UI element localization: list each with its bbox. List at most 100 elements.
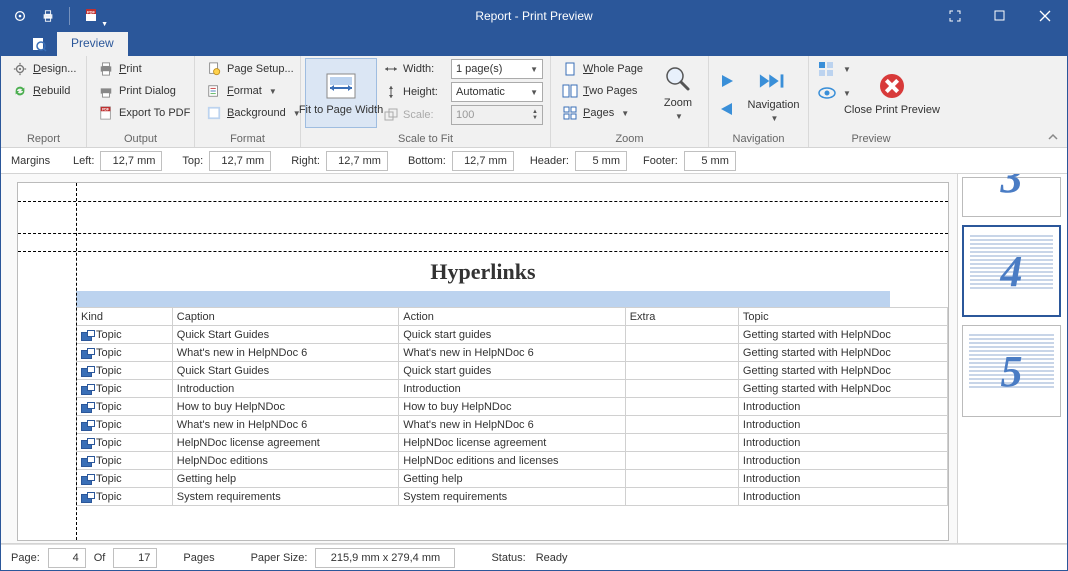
- format-button[interactable]: Format ▼: [199, 80, 296, 102]
- margin-top-input[interactable]: 12,7 mm: [209, 151, 271, 171]
- page-setup-button[interactable]: Page Setup...: [199, 58, 296, 80]
- height-input[interactable]: Automatic▼: [451, 82, 543, 102]
- margin-top-label: Top:: [182, 155, 203, 167]
- margin-header-input[interactable]: 5 mm: [575, 151, 627, 171]
- play-back-icon: [718, 100, 736, 118]
- table-cell: Topic: [77, 416, 173, 434]
- export-pdf-button[interactable]: PDF Export To PDF: [91, 102, 190, 124]
- margin-footer-input[interactable]: 5 mm: [684, 151, 736, 171]
- format-label: Format: [227, 85, 262, 97]
- zoom-button[interactable]: Zoom▼: [654, 58, 702, 128]
- nav-prev-button[interactable]: [713, 97, 741, 121]
- margin-left-label: Left:: [73, 155, 94, 167]
- margin-footer-label: Footer:: [643, 155, 678, 167]
- table-cell: Introduction: [172, 380, 398, 398]
- topic-icon: [81, 366, 93, 376]
- table-cell: Introduction: [738, 398, 947, 416]
- topic-icon: [81, 402, 93, 412]
- page-canvas[interactable]: Hyperlinks KindCaptionActionExtraTopic T…: [1, 174, 957, 543]
- margin-bottom-label: Bottom:: [408, 155, 446, 167]
- two-pages-button[interactable]: Two Pages: [555, 80, 650, 102]
- view-button[interactable]: ▼: [813, 84, 856, 102]
- scale-input: 100▲▼: [451, 105, 543, 125]
- chevron-down-icon: ▼: [621, 109, 629, 118]
- width-icon: [383, 61, 399, 77]
- two-pages-label: Two Pages: [583, 85, 637, 97]
- group-label-output: Output: [91, 132, 190, 147]
- margin-bottom-input[interactable]: 12,7 mm: [452, 151, 514, 171]
- margin-right-input[interactable]: 12,7 mm: [326, 151, 388, 171]
- thumbnails-panel[interactable]: 3 4 5: [957, 174, 1067, 543]
- status-page-label: Page:: [11, 552, 40, 564]
- thumbnails-button[interactable]: ▼: [813, 58, 856, 80]
- margin-right-label: Right:: [291, 155, 320, 167]
- zoom-label: Zoom▼: [664, 97, 692, 122]
- svg-text:PDF: PDF: [102, 108, 110, 112]
- thumbnail-page[interactable]: 4: [962, 225, 1061, 317]
- table-cell: Getting started with HelpNDoc: [738, 344, 947, 362]
- nav-next-button[interactable]: [713, 69, 741, 93]
- print-dialog-button[interactable]: Print Dialog: [91, 80, 190, 102]
- fit-width-icon: [325, 70, 357, 102]
- group-label-zoom: Zoom: [555, 132, 704, 147]
- table-row: TopicIntroductionIntroductionGetting sta…: [77, 380, 948, 398]
- topic-icon: [81, 474, 93, 484]
- ribbon: Design... Rebuild Report Print: [1, 56, 1067, 148]
- table-cell: Introduction: [738, 488, 947, 506]
- fit-page-width-button[interactable]: Fit to Page Width: [305, 58, 377, 128]
- height-label: Height:: [403, 86, 447, 98]
- table-cell: Getting help: [172, 470, 398, 488]
- width-input[interactable]: 1 page(s)▼: [451, 59, 543, 79]
- table-cell: Getting started with HelpNDoc: [738, 326, 947, 344]
- table-header: Kind: [77, 308, 173, 326]
- table-cell: [625, 452, 738, 470]
- table-cell: What's new in HelpNDoc 6: [172, 344, 398, 362]
- qat-print-icon[interactable]: [37, 7, 59, 25]
- fullscreen-button[interactable]: [932, 1, 977, 30]
- close-button[interactable]: [1022, 1, 1067, 30]
- table-cell: Topic: [77, 452, 173, 470]
- table-cell: Quick start guides: [399, 362, 625, 380]
- window-title: Report - Print Preview: [1, 9, 1067, 23]
- table-cell: Introduction: [399, 380, 625, 398]
- format-icon: [206, 83, 222, 99]
- table-cell: HelpNDoc editions and licenses: [399, 452, 625, 470]
- topic-icon: [81, 456, 93, 466]
- table-cell: Quick Start Guides: [172, 362, 398, 380]
- table-cell: What's new in HelpNDoc 6: [399, 416, 625, 434]
- status-pages-label: Pages: [183, 552, 214, 564]
- table-cell: [625, 326, 738, 344]
- rebuild-button[interactable]: Rebuild: [5, 80, 82, 102]
- margin-left-input[interactable]: 12,7 mm: [100, 151, 162, 171]
- table-cell: What's new in HelpNDoc 6: [399, 344, 625, 362]
- background-button[interactable]: Background ▼: [199, 102, 296, 124]
- group-label-report: Report: [5, 132, 82, 147]
- table-cell: What's new in HelpNDoc 6: [172, 416, 398, 434]
- collapse-ribbon-icon[interactable]: [1047, 131, 1059, 143]
- status-status-label: Status:: [491, 552, 525, 564]
- status-page-input[interactable]: 4: [48, 548, 86, 568]
- pages-label: Pages: [583, 107, 614, 119]
- thumbnail-number: 5: [1001, 346, 1023, 397]
- ribbon-tab-preview[interactable]: Preview: [57, 32, 128, 56]
- qat-pdf-icon[interactable]: PDF ▼: [80, 6, 104, 26]
- maximize-button[interactable]: [977, 1, 1022, 30]
- thumbnail-page[interactable]: 3: [962, 177, 1061, 217]
- print-label: Print: [119, 63, 142, 75]
- design-button[interactable]: Design...: [5, 58, 82, 80]
- table-cell: System requirements: [399, 488, 625, 506]
- topic-icon: [81, 384, 93, 394]
- thumbnail-page[interactable]: 5: [962, 325, 1061, 417]
- table-cell: [625, 488, 738, 506]
- topic-icon: [81, 438, 93, 448]
- qat-options-icon[interactable]: [9, 7, 31, 25]
- table-header: Topic: [738, 308, 947, 326]
- print-button[interactable]: Print: [91, 58, 190, 80]
- table-cell: System requirements: [172, 488, 398, 506]
- navigation-button[interactable]: Navigation▼: [743, 60, 804, 130]
- close-preview-button[interactable]: Close Print Preview: [858, 58, 926, 128]
- margin-guide: [18, 233, 948, 234]
- ribbon-tab-file-icon[interactable]: [21, 34, 57, 56]
- pages-button[interactable]: Pages ▼: [555, 102, 650, 124]
- whole-page-button[interactable]: Whole Page: [555, 58, 650, 80]
